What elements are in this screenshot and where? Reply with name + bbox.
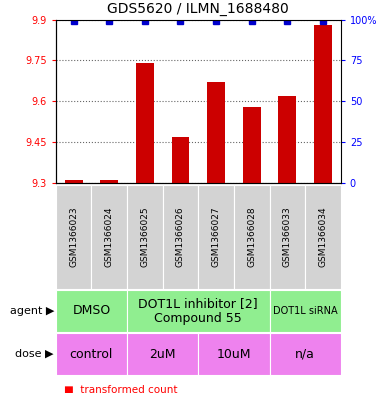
Bar	[100, 180, 118, 183]
Text: GSM1366027: GSM1366027	[212, 206, 221, 267]
Bar	[56, 290, 127, 332]
Text: GSM1366034: GSM1366034	[318, 206, 327, 267]
Bar	[243, 107, 261, 183]
Text: GSM1366033: GSM1366033	[283, 206, 292, 267]
Bar	[136, 63, 154, 183]
Bar	[270, 185, 305, 289]
Text: agent ▶: agent ▶	[10, 306, 54, 316]
Bar	[314, 25, 332, 183]
Bar	[198, 185, 234, 289]
Bar	[162, 185, 198, 289]
Text: 10uM: 10uM	[217, 347, 251, 361]
Text: GSM1366024: GSM1366024	[105, 207, 114, 267]
Text: GSM1366025: GSM1366025	[141, 206, 149, 267]
Text: GSM1366023: GSM1366023	[69, 206, 78, 267]
Bar	[278, 96, 296, 183]
Bar	[234, 185, 270, 289]
Bar	[207, 82, 225, 183]
Text: DOT1L siRNA: DOT1L siRNA	[273, 306, 337, 316]
Bar	[65, 180, 82, 183]
Bar	[56, 185, 92, 289]
Bar	[56, 333, 127, 375]
Bar	[305, 185, 341, 289]
Bar	[270, 290, 341, 332]
Text: control: control	[70, 347, 113, 361]
Title: GDS5620 / ILMN_1688480: GDS5620 / ILMN_1688480	[107, 2, 289, 16]
Text: n/a: n/a	[295, 347, 315, 361]
Bar	[127, 333, 198, 375]
Bar	[198, 333, 270, 375]
Text: DMSO: DMSO	[72, 304, 110, 318]
Text: ■  transformed count: ■ transformed count	[64, 385, 177, 393]
Text: DOT1L inhibitor [2]
Compound 55: DOT1L inhibitor [2] Compound 55	[139, 297, 258, 325]
Text: GSM1366028: GSM1366028	[247, 206, 256, 267]
Bar	[270, 333, 341, 375]
Text: dose ▶: dose ▶	[15, 349, 54, 359]
Text: GSM1366026: GSM1366026	[176, 206, 185, 267]
Bar	[92, 185, 127, 289]
Bar	[127, 290, 270, 332]
Bar	[127, 185, 163, 289]
Text: 2uM: 2uM	[149, 347, 176, 361]
Bar	[172, 136, 189, 183]
